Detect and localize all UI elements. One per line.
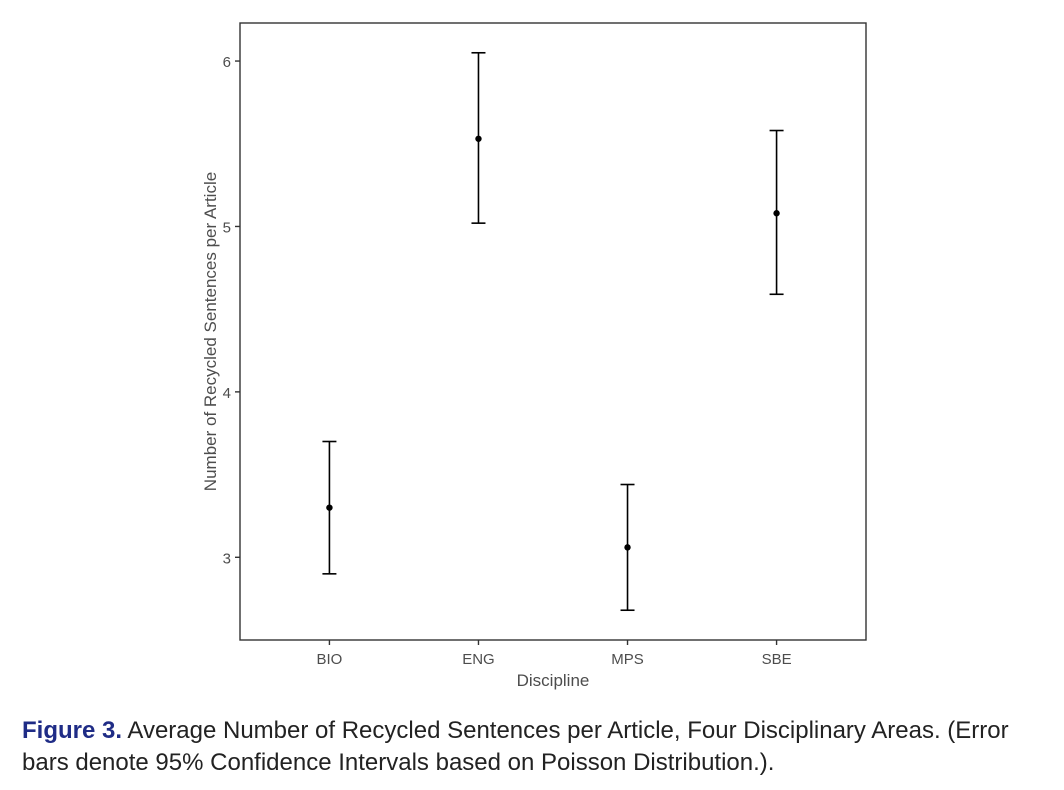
mean-point — [624, 544, 631, 551]
mean-point — [475, 135, 482, 142]
y-axis-label: Number of Recycled Sentences per Article — [201, 172, 220, 491]
error-bar-group — [769, 129, 784, 296]
x-axis-label: Discipline — [517, 671, 590, 690]
data-marks — [322, 51, 784, 612]
y-tick-label: 4 — [223, 385, 231, 402]
x-tick-label: MPS — [611, 651, 644, 668]
x-axis: BIO ENG MPS SBE — [317, 640, 792, 668]
x-tick-label: SBE — [762, 651, 792, 668]
error-bar-group — [322, 440, 337, 575]
figure-label: Figure 3. — [22, 717, 123, 744]
y-tick-label: 3 — [223, 550, 231, 567]
mean-point — [773, 210, 780, 217]
mean-point — [326, 504, 333, 511]
figure-caption: Figure 3. Average Number of Recycled Sen… — [22, 715, 1052, 779]
x-tick-label: BIO — [317, 651, 343, 668]
plot-panel — [239, 22, 867, 641]
y-tick-label: 6 — [223, 54, 231, 71]
x-tick-label: ENG — [462, 651, 495, 668]
y-tick-label: 5 — [223, 219, 231, 236]
chart: 3 4 5 6 BIO ENG MPS SBE Discipline Number of R… — [201, 22, 867, 690]
error-bar-group — [471, 51, 486, 224]
error-bar-group — [620, 483, 635, 612]
y-axis: 3 4 5 6 — [223, 54, 240, 567]
caption-text: Average Number of Recycled Sentences per… — [22, 717, 1009, 776]
